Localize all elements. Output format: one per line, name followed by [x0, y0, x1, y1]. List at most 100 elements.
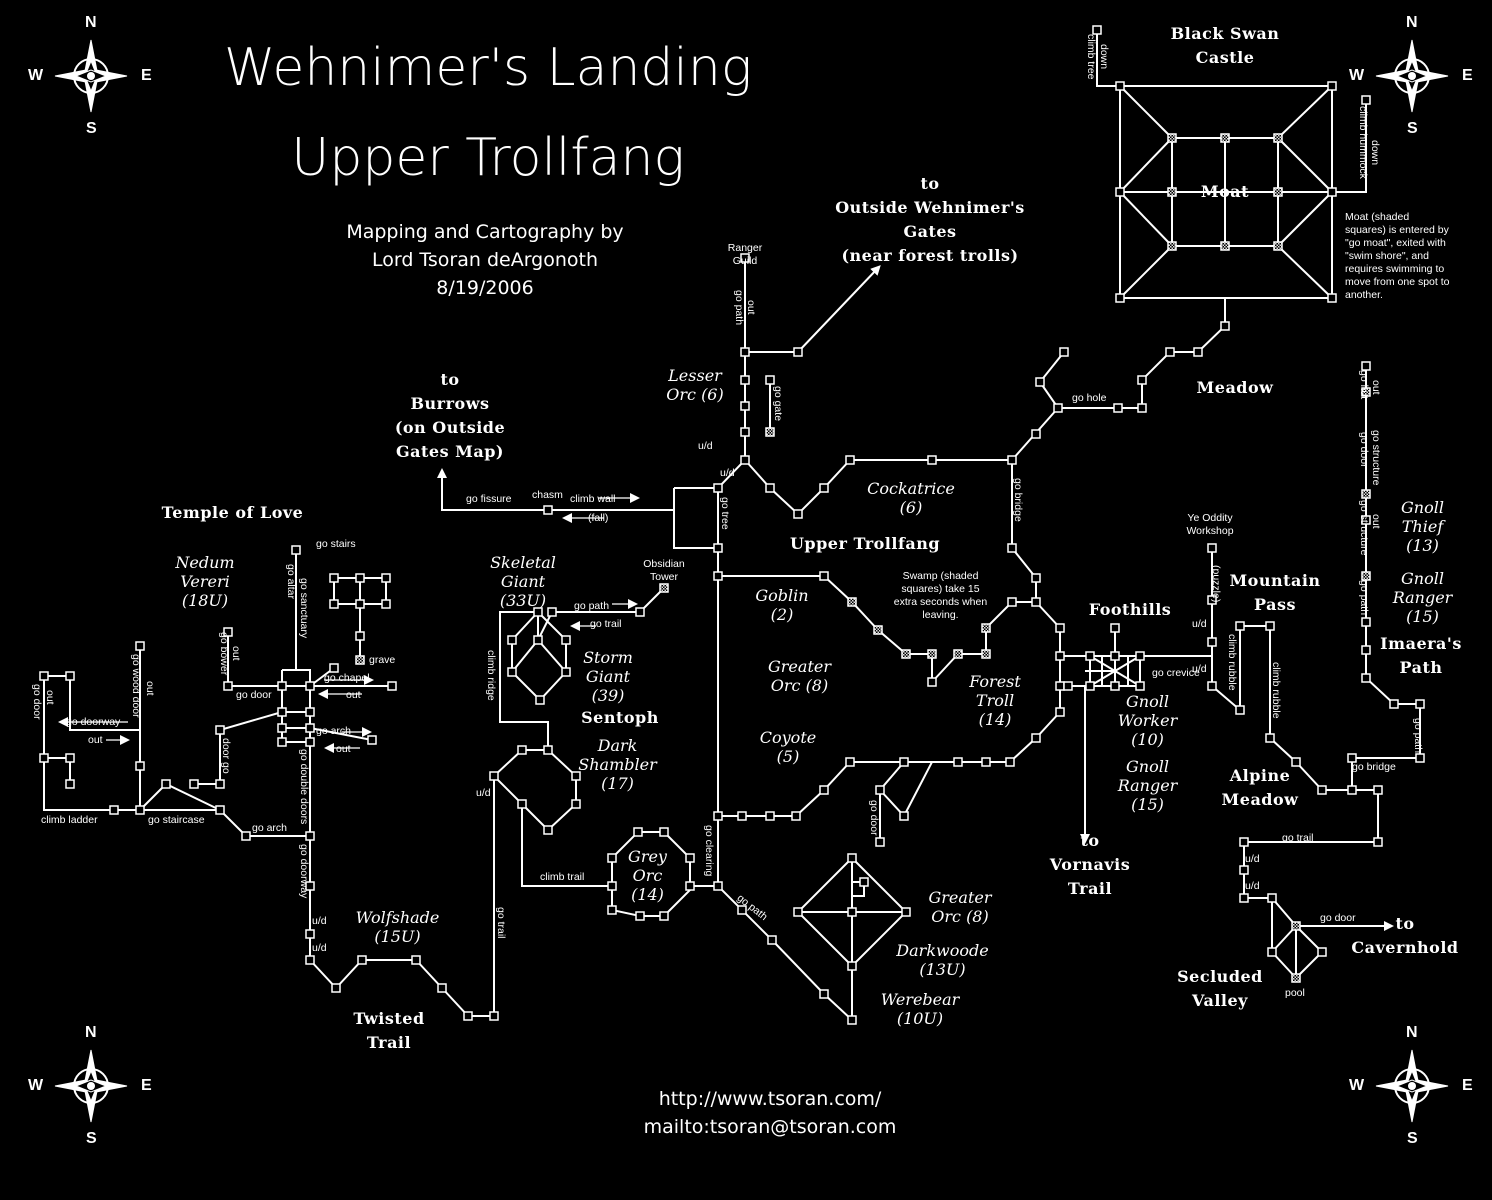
map-room [39, 671, 49, 681]
map-room-shaded [847, 597, 857, 607]
area-text: Valley [1192, 991, 1248, 1010]
compass-north: N [1406, 1024, 1418, 1041]
compass-north: N [1406, 14, 1418, 31]
map-room [819, 989, 829, 999]
map-room [1207, 681, 1217, 691]
cmd-go-path-v: go path [733, 290, 745, 326]
area-sentoph: Sentoph [581, 708, 659, 727]
mob-greater-orc: Greater Orc (8) [752, 657, 847, 695]
map-connections [43, 30, 1421, 1021]
cmd-ud-1: u/d [698, 440, 713, 452]
compass-roses [54, 39, 1449, 1123]
map-room-shaded [355, 655, 365, 665]
cmd-go-bridge-v: go bridge [1012, 478, 1024, 522]
map-path [1119, 245, 1173, 299]
map-room [1265, 733, 1275, 743]
cmd-go-bridge-1: go bridge [1352, 761, 1396, 773]
mob-text: Darkwoode [896, 941, 989, 960]
map-room [1135, 651, 1145, 661]
map-room [1092, 25, 1102, 35]
mob-text: (13U) [919, 960, 966, 979]
area-meadow: Meadow [1196, 378, 1274, 397]
mob-text: (15U) [374, 927, 421, 946]
map-room [740, 253, 750, 263]
map-room [1239, 893, 1249, 903]
mob-text: Werebear [880, 990, 960, 1009]
mob-text: Shambler [578, 755, 657, 774]
cmd-ud-6: u/d [1192, 618, 1207, 630]
mob-text: (33U) [499, 591, 547, 610]
area-text: Imaera's [1380, 634, 1462, 653]
map-room [765, 483, 775, 493]
area-to-cavernhold: to Cavernhold [1330, 912, 1480, 960]
cmd-climb-hummock: climb hummock [1357, 106, 1369, 179]
map-room-shaded [981, 649, 991, 659]
moat-note-line: "go moat", exited with [1345, 237, 1446, 249]
area-to-burrows: to Burrows (on Outside Gates Map) [370, 368, 530, 464]
map-room-shaded [1291, 973, 1301, 983]
compass-south: S [86, 1130, 97, 1147]
mob-text: Greater [928, 888, 992, 907]
map-room [135, 805, 145, 815]
obsidian-tower-line: Tower [649, 571, 678, 583]
map-room [953, 757, 963, 767]
map-room [685, 853, 695, 863]
map-path [194, 711, 283, 785]
cmd-ud-8: u/d [1245, 853, 1260, 865]
web-link[interactable]: http://www.tsoran.com/ [658, 1088, 882, 1110]
map-room [1063, 681, 1073, 691]
map-room [517, 745, 527, 755]
map-room [1361, 645, 1371, 655]
cmd-out-1: out [346, 689, 361, 701]
mail-link[interactable]: mailto:tsoran@tsoran.com [643, 1116, 897, 1138]
map-room [607, 905, 617, 915]
map-room-shaded [1220, 133, 1230, 143]
map-room [1135, 681, 1145, 691]
map-room [901, 907, 911, 917]
mob-text: Worker [1117, 711, 1178, 730]
cmd-ud-4: u/d [312, 915, 327, 927]
mob-text: Giant [500, 572, 546, 591]
map-room [381, 573, 391, 583]
map-room [1220, 321, 1230, 331]
map-room-shaded [1361, 387, 1371, 397]
map-room [329, 599, 339, 609]
cmd-go-tree: go tree [719, 497, 731, 530]
cmd-ud-2: u/d [720, 467, 735, 479]
map-room [899, 757, 909, 767]
map-room [215, 805, 225, 815]
map-room [737, 905, 747, 915]
map-room [1239, 837, 1249, 847]
map-room [633, 827, 643, 837]
cmd-out-2: out [336, 743, 351, 755]
map-room-shaded [1273, 187, 1283, 197]
map-room [819, 571, 829, 581]
map-path [499, 611, 549, 750]
map-room [1115, 293, 1125, 303]
map-room [1055, 681, 1065, 691]
map-room [65, 779, 75, 789]
map-room [1085, 651, 1095, 661]
compass-north: N [85, 14, 97, 31]
map-room [1031, 429, 1041, 439]
map-room-shaded [1167, 187, 1177, 197]
map-room [740, 347, 750, 357]
map-room [547, 607, 557, 617]
cmd-go-door-v2: door [220, 738, 232, 760]
map-room [305, 681, 315, 691]
area-text: Trail [366, 1033, 412, 1052]
map-room [507, 667, 517, 677]
mob-text: Gnoll [1126, 757, 1169, 776]
swamp-note-line: Swamp (shaded [902, 570, 979, 582]
map-room [1110, 651, 1120, 661]
mob-werebear: Werebear (10U) [870, 990, 970, 1028]
mob-text: Goblin [755, 586, 809, 605]
map-room [305, 955, 315, 965]
map-room-shaded [1167, 241, 1177, 251]
mob-gnoll-ranger: Gnoll Ranger (15) [1105, 757, 1190, 814]
map-room-shaded [765, 427, 775, 437]
mob-darkwoode: Darkwoode (13U) [885, 941, 1000, 979]
area-black-swan-castle: Black Swan Castle [1140, 22, 1310, 70]
map-room [135, 641, 145, 651]
area-text: Castle [1195, 48, 1255, 67]
